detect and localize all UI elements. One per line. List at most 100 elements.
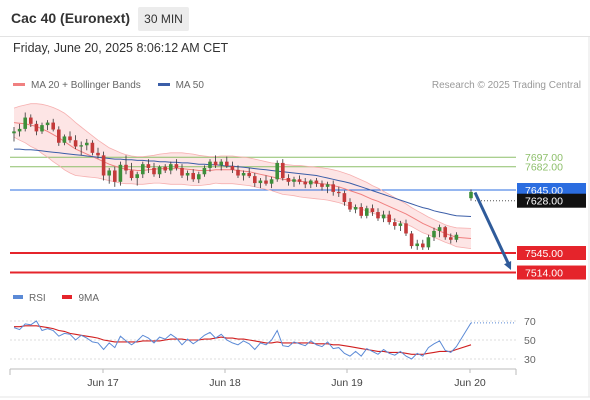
candle-body: [45, 122, 50, 126]
candle-body: [68, 136, 72, 141]
legend-swatch-ma50: [157, 82, 170, 86]
candle-body: [469, 191, 473, 199]
level-box-7514.00: [517, 265, 586, 280]
candle-body: [225, 161, 229, 167]
x-tick-label: Jun 18: [209, 377, 241, 389]
timeframe-badge[interactable]: 30 MIN: [138, 7, 189, 31]
candle-body: [34, 123, 39, 132]
candle-body: [247, 172, 251, 177]
candle-body: [163, 166, 167, 171]
candle-body: [348, 201, 352, 210]
candle-body: [426, 237, 431, 248]
candle-body: [309, 180, 313, 185]
candle-body: [370, 208, 375, 213]
candle-body: [185, 172, 190, 176]
candle-body: [337, 191, 341, 194]
candle-body: [191, 172, 195, 180]
candle-body: [90, 142, 95, 153]
timestamp-subtitle: Friday, June 20, 2025 8:06:12 AM CET: [13, 41, 229, 55]
forecast-arrow-head: [504, 261, 512, 271]
candle-body: [208, 161, 212, 168]
candle-body: [124, 164, 128, 171]
candle-body: [359, 207, 363, 216]
candle-body: [113, 170, 117, 182]
candle-body: [303, 181, 307, 185]
bollinger-lower-line: [13, 136, 472, 249]
level-label-7682.00: 7682.00: [525, 162, 563, 174]
candle-body: [12, 131, 16, 134]
candle-body: [23, 117, 27, 129]
rsi-tick-label: 70: [524, 316, 536, 328]
legend-swatch-9ma: [62, 295, 73, 300]
rsi-tick-label: 50: [524, 335, 536, 347]
candle-body: [449, 237, 453, 240]
candle-body: [432, 230, 436, 238]
forecast-arrow-shaft: [473, 191, 511, 266]
candle-body: [29, 117, 33, 124]
candle-body: [264, 180, 268, 184]
candle-body: [325, 184, 330, 187]
candle-body: [393, 222, 397, 226]
candle-body: [292, 179, 296, 182]
candle-body: [51, 122, 55, 130]
candle-body: [258, 180, 263, 184]
candle-body: [157, 166, 162, 175]
legend-label-rsi: RSI: [29, 293, 46, 304]
candle-body: [253, 176, 257, 184]
main-legend: MA 20 + Bollinger Bands MA 50: [13, 80, 218, 91]
candle-body: [174, 164, 179, 168]
legend-item-9ma: 9MA: [62, 293, 99, 304]
candle-body: [213, 161, 218, 166]
instrument-title: Cac 40 (Euronext): [11, 10, 131, 26]
candle-body: [202, 167, 207, 175]
candle-body: [437, 227, 442, 231]
legend-label-ma50: MA 50: [175, 80, 204, 91]
legend-swatch-ma20: [13, 82, 25, 86]
level-box-7645.00: [517, 183, 586, 197]
level-label-7514.00: 7514.00: [525, 268, 563, 280]
candle-body: [297, 179, 302, 182]
candle-body: [331, 184, 335, 192]
level-box-7628.00: [517, 193, 586, 208]
legend-item-rsi: RSI: [13, 293, 46, 304]
candle-body: [57, 129, 61, 143]
legend-item-ma20-bollinger: MA 20 + Bollinger Bands: [13, 80, 141, 91]
candle-body: [269, 179, 274, 184]
candle-body: [101, 155, 106, 176]
candle-body: [275, 162, 279, 180]
candle-body: [365, 208, 369, 216]
candle-body: [241, 172, 246, 176]
candle-body: [342, 193, 347, 202]
rsi-legend: RSI 9MA: [13, 293, 113, 304]
legend-item-ma50: MA 50: [157, 80, 204, 91]
level-box-7545.00: [517, 246, 586, 260]
level-label-7697.00: 7697.00: [525, 152, 563, 164]
candle-body: [85, 142, 89, 146]
level-label-7545.00: 7545.00: [525, 248, 563, 260]
candle-body: [415, 243, 419, 247]
candle-body: [353, 207, 358, 210]
candle-body: [146, 164, 151, 168]
legend-swatch-rsi: [13, 295, 23, 300]
candle-body: [219, 161, 223, 166]
candle-body: [421, 243, 425, 248]
candle-body: [96, 152, 100, 156]
research-credit: Research © 2025 Trading Central: [431, 80, 581, 91]
candle-body: [180, 167, 184, 176]
candlesticks: [12, 112, 473, 250]
legend-label-ma20: MA 20 + Bollinger Bands: [31, 80, 141, 91]
candle-body: [404, 223, 408, 234]
candle-body: [314, 180, 319, 184]
candle-body: [387, 214, 391, 223]
candle-body: [381, 214, 386, 219]
candle-body: [79, 145, 83, 147]
candle-body: [107, 170, 111, 176]
candle-body: [197, 174, 201, 180]
candle-body: [376, 212, 380, 219]
bollinger-band-fill: [14, 103, 471, 249]
rsi-tick-label: 30: [524, 354, 536, 366]
candle-body: [281, 162, 285, 179]
candle-body: [40, 125, 44, 132]
candle-body: [73, 140, 78, 147]
